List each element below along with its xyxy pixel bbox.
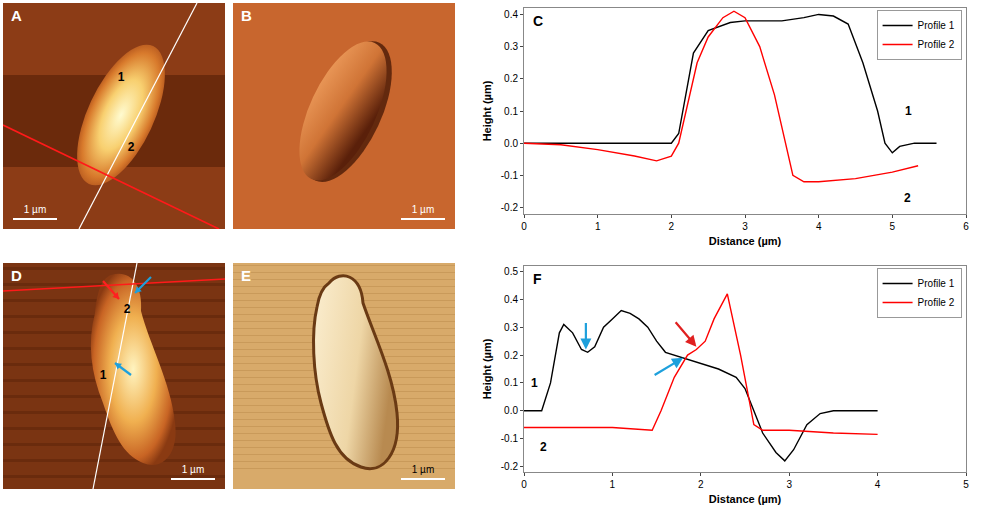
svg-text:2: 2 xyxy=(128,140,135,154)
svg-text:0.0: 0.0 xyxy=(504,405,518,416)
svg-text:Height (µm): Height (µm) xyxy=(481,338,493,399)
svg-text:0.2: 0.2 xyxy=(504,350,518,361)
svg-text:6: 6 xyxy=(963,221,969,232)
svg-text:1 µm: 1 µm xyxy=(24,204,46,215)
svg-text:1: 1 xyxy=(100,368,107,382)
svg-text:0: 0 xyxy=(521,479,527,490)
svg-text:D: D xyxy=(11,267,22,284)
svg-text:Profile 2: Profile 2 xyxy=(918,297,955,308)
svg-text:0.1: 0.1 xyxy=(504,106,518,117)
svg-text:0.2: 0.2 xyxy=(504,73,518,84)
svg-text:E: E xyxy=(241,267,251,284)
svg-text:0.4: 0.4 xyxy=(504,294,518,305)
svg-text:5: 5 xyxy=(890,221,896,232)
svg-text:5: 5 xyxy=(963,479,969,490)
svg-text:-0.1: -0.1 xyxy=(501,170,519,181)
svg-text:1: 1 xyxy=(905,104,912,118)
svg-text:2: 2 xyxy=(698,479,704,490)
svg-text:2: 2 xyxy=(669,221,675,232)
svg-text:2: 2 xyxy=(124,302,131,316)
svg-text:F: F xyxy=(533,271,542,287)
svg-text:0: 0 xyxy=(521,221,527,232)
svg-text:C: C xyxy=(533,13,543,29)
svg-text:1: 1 xyxy=(118,70,125,84)
svg-text:1: 1 xyxy=(531,376,538,390)
svg-text:-0.1: -0.1 xyxy=(501,433,519,444)
svg-text:4: 4 xyxy=(875,479,881,490)
svg-text:3: 3 xyxy=(786,479,792,490)
svg-text:1 µm: 1 µm xyxy=(412,464,434,475)
svg-text:3: 3 xyxy=(742,221,748,232)
svg-text:-0.2: -0.2 xyxy=(501,461,519,472)
svg-text:B: B xyxy=(241,7,252,24)
svg-text:1: 1 xyxy=(610,479,616,490)
svg-text:2: 2 xyxy=(904,191,911,205)
svg-text:Profile 1: Profile 1 xyxy=(918,20,955,31)
svg-text:Distance (µm): Distance (µm) xyxy=(709,235,782,247)
svg-text:Height (µm): Height (µm) xyxy=(481,80,493,141)
svg-text:4: 4 xyxy=(816,221,822,232)
svg-text:0.5: 0.5 xyxy=(504,266,518,277)
svg-text:0.3: 0.3 xyxy=(504,322,518,333)
svg-text:2: 2 xyxy=(540,440,547,454)
svg-text:A: A xyxy=(11,7,22,24)
svg-text:1: 1 xyxy=(595,221,601,232)
svg-text:0.4: 0.4 xyxy=(504,9,518,20)
svg-text:1 µm: 1 µm xyxy=(412,204,434,215)
svg-text:Profile 2: Profile 2 xyxy=(918,39,955,50)
svg-text:Profile 1: Profile 1 xyxy=(918,278,955,289)
svg-text:1 µm: 1 µm xyxy=(182,464,204,475)
svg-text:Distance (µm): Distance (µm) xyxy=(709,493,782,505)
svg-text:0.3: 0.3 xyxy=(504,41,518,52)
svg-text:-0.2: -0.2 xyxy=(501,202,519,213)
svg-text:0.1: 0.1 xyxy=(504,377,518,388)
svg-text:0.0: 0.0 xyxy=(504,138,518,149)
